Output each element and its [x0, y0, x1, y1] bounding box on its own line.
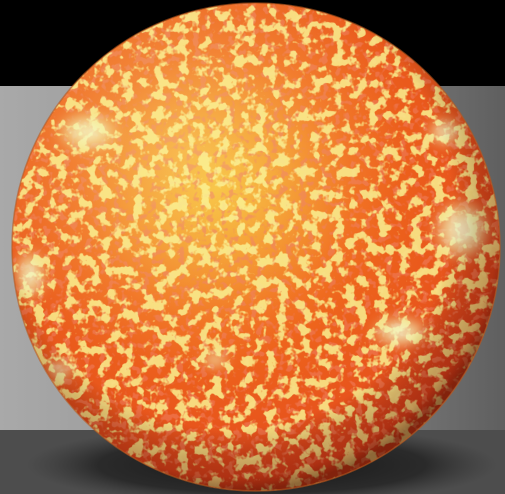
limb-darkening — [12, 3, 500, 491]
sphere-rim — [11, 2, 501, 492]
sun-sphere — [12, 3, 500, 491]
